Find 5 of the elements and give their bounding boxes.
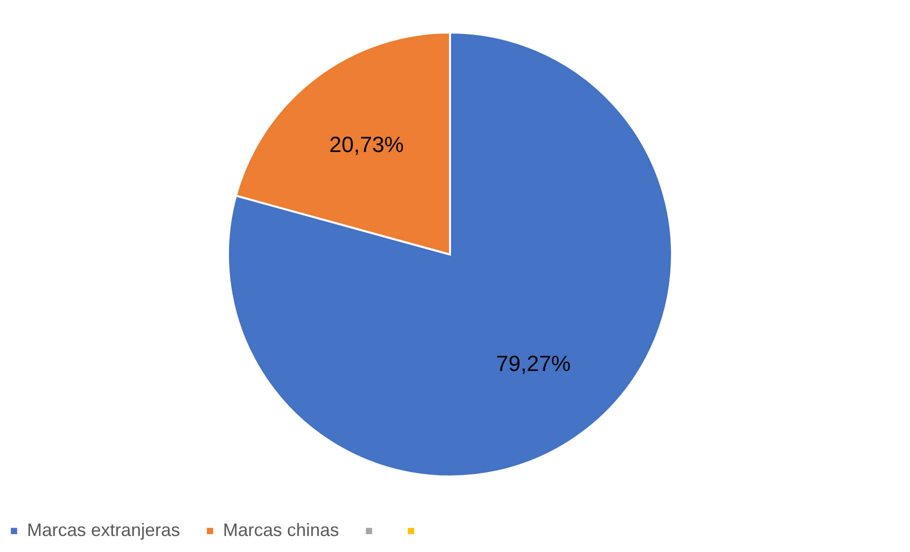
legend-label: Marcas extranjeras: [27, 520, 180, 540]
data-label: 79,27%: [496, 350, 571, 376]
legend-label: Marcas chinas: [223, 520, 340, 540]
pie-slice: [227, 32, 673, 478]
data-label: 20,73%: [329, 132, 404, 158]
